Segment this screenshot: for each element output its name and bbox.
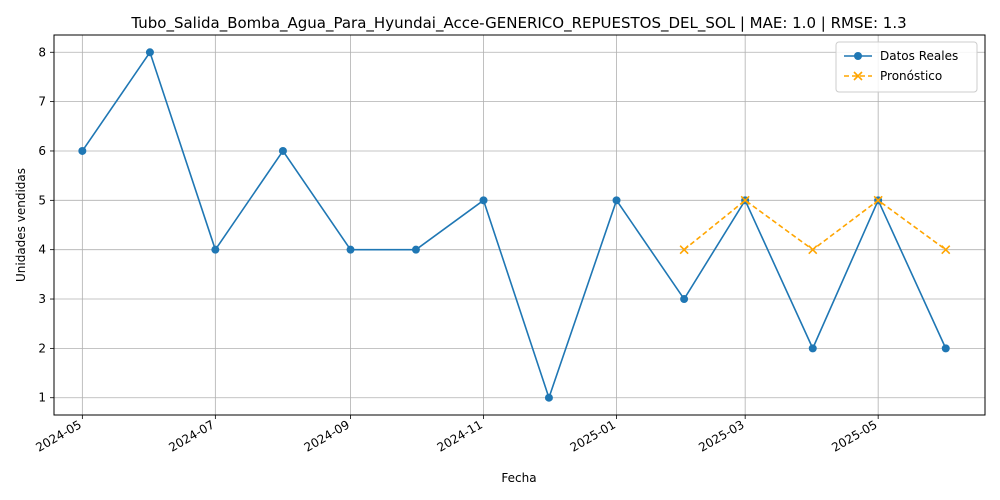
data-point bbox=[941, 245, 951, 255]
data-point bbox=[278, 146, 287, 155]
data-point bbox=[680, 295, 689, 304]
legend-marker-pronostico bbox=[853, 71, 863, 81]
y-axis: 1 2 3 4 5 6 7 8 bbox=[38, 45, 54, 405]
data-point bbox=[479, 196, 488, 205]
plot-frame bbox=[53, 34, 986, 416]
data-point bbox=[346, 245, 355, 254]
data-point bbox=[78, 146, 87, 155]
y-tick-label: 8 bbox=[38, 45, 46, 59]
data-point bbox=[145, 48, 154, 57]
legend: Datos Reales Pronóstico bbox=[835, 41, 978, 93]
y-tick-label: 7 bbox=[38, 95, 46, 109]
chart-title: Tubo_Salida_Bomba_Agua_Para_Hyundai_Acce… bbox=[130, 14, 906, 33]
y-tick-label: 1 bbox=[38, 391, 46, 405]
series-layer bbox=[78, 48, 951, 402]
data-point bbox=[873, 195, 883, 205]
y-tick-label: 4 bbox=[38, 243, 46, 257]
data-point bbox=[612, 196, 621, 205]
data-point bbox=[411, 245, 420, 254]
legend-label-datos-reales: Datos Reales bbox=[880, 49, 958, 63]
y-tick-label: 2 bbox=[38, 341, 46, 355]
legend-box bbox=[835, 41, 978, 93]
data-point bbox=[544, 393, 553, 402]
legend-label-pronostico: Pronóstico bbox=[880, 69, 942, 83]
data-point bbox=[808, 344, 817, 353]
data-point bbox=[808, 245, 818, 255]
x-axis-label: Fecha bbox=[501, 471, 536, 485]
series-line-datos-reales bbox=[81, 50, 947, 401]
y-tick-label: 5 bbox=[38, 193, 46, 207]
y-tick-label: 3 bbox=[38, 292, 46, 306]
data-point bbox=[679, 245, 689, 255]
grid bbox=[54, 35, 985, 415]
data-point bbox=[740, 195, 750, 205]
y-axis-label: Unidades vendidas bbox=[14, 168, 28, 282]
data-point bbox=[211, 245, 220, 254]
legend-marker-datos-reales bbox=[854, 52, 862, 60]
data-point bbox=[941, 344, 950, 353]
y-tick-label: 6 bbox=[38, 144, 46, 158]
